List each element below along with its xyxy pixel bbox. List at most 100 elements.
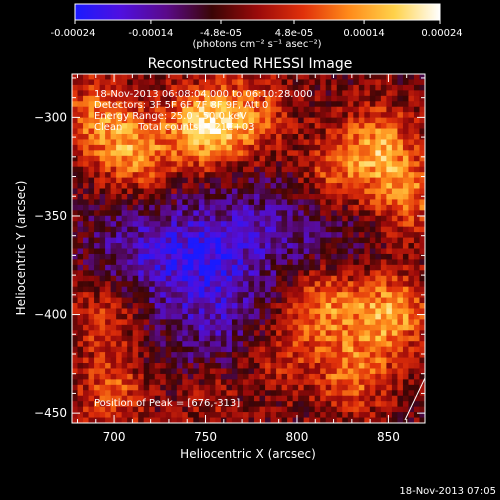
heatmap-cell — [220, 379, 227, 386]
heatmap-cell — [105, 95, 112, 102]
heatmap-cell — [292, 253, 299, 260]
heatmap-cell — [281, 341, 288, 348]
heatmap-cell — [413, 232, 420, 238]
heatmap-cell — [176, 243, 183, 249]
heatmap-cell — [364, 313, 371, 320]
heatmap-cell — [270, 117, 277, 124]
heatmap-cell — [303, 286, 310, 293]
heatmap-cell — [231, 330, 238, 337]
heatmap-cell — [353, 259, 360, 266]
heatmap-cell — [193, 117, 200, 124]
heatmap-cell — [303, 341, 310, 348]
heatmap-cell — [391, 303, 398, 309]
heatmap-cell — [198, 155, 205, 162]
heatmap-cell — [325, 363, 332, 369]
heatmap-cell — [99, 221, 106, 228]
heatmap-cell — [83, 117, 89, 124]
heatmap-cell — [331, 123, 338, 129]
heatmap-cell — [353, 417, 360, 424]
heatmap-cell — [176, 161, 183, 168]
heatmap-cell — [419, 253, 426, 260]
heatmap-cell — [77, 313, 84, 320]
heatmap-cell — [397, 406, 404, 413]
heatmap-cell — [182, 101, 189, 108]
heatmap-cell — [276, 183, 282, 189]
heatmap-cell — [99, 412, 106, 418]
heatmap-cell — [364, 199, 371, 206]
heatmap-cell — [364, 363, 371, 369]
heatmap-cell — [254, 319, 260, 326]
heatmap-cell — [105, 90, 112, 97]
heatmap-cell — [419, 84, 426, 91]
heatmap-cell — [171, 308, 178, 315]
heatmap-cell — [408, 395, 415, 402]
heatmap-cell — [358, 139, 365, 146]
heatmap-cell — [160, 183, 167, 189]
heatmap-cell — [347, 303, 354, 309]
heatmap-cell — [99, 193, 106, 200]
heatmap-cell — [292, 243, 299, 249]
heatmap-cell — [237, 183, 244, 189]
heatmap-cell — [176, 308, 183, 315]
heatmap-cell — [138, 84, 145, 91]
heatmap-cell — [309, 313, 316, 320]
heatmap-cell — [298, 226, 305, 233]
heatmap-cell — [364, 417, 371, 424]
heatmap-cell — [375, 253, 382, 260]
heatmap-cell — [226, 275, 233, 282]
heatmap-cell — [248, 286, 255, 293]
heatmap-cell — [231, 112, 238, 119]
heatmap-cell — [99, 177, 106, 184]
heatmap-cell — [94, 357, 100, 364]
heatmap-cell — [413, 221, 420, 228]
heatmap-cell — [187, 166, 194, 173]
heatmap-cell — [254, 188, 260, 195]
heatmap-cell — [369, 188, 376, 195]
heatmap-cell — [72, 215, 78, 222]
heatmap-cell — [270, 232, 277, 238]
colorbar-tick-label: 0.00014 — [343, 28, 384, 39]
heatmap-cell — [314, 106, 321, 113]
heatmap-cell — [265, 412, 271, 418]
heatmap-cell — [121, 161, 128, 168]
heatmap-cell — [320, 379, 327, 386]
heatmap-cell — [331, 221, 338, 228]
heatmap-cell — [143, 412, 150, 418]
heatmap-cell — [105, 117, 112, 124]
heatmap-cell — [254, 139, 260, 146]
heatmap-cell — [303, 308, 310, 315]
heatmap-cell — [226, 406, 233, 413]
heatmap-cell — [298, 74, 305, 80]
heatmap-cell — [171, 112, 178, 119]
heatmap-cell — [270, 286, 277, 293]
heatmap-cell — [182, 335, 189, 342]
heatmap-cell — [259, 363, 266, 369]
heatmap-cell — [77, 384, 84, 391]
heatmap-cell — [215, 101, 222, 108]
heatmap-cell — [320, 144, 327, 151]
heatmap-cell — [132, 379, 139, 386]
heatmap-cell — [375, 286, 382, 293]
heatmap-cell — [413, 161, 420, 168]
heatmap-cell — [187, 406, 194, 413]
heatmap-cell — [143, 204, 150, 211]
heatmap-cell — [110, 264, 117, 271]
heatmap-cell — [77, 210, 84, 217]
heatmap-cell — [138, 183, 145, 189]
heatmap-cell — [242, 281, 249, 288]
heatmap-cell — [331, 84, 338, 91]
heatmap-cell — [242, 363, 249, 369]
heatmap-cell — [270, 417, 277, 424]
heatmap-cell — [220, 352, 227, 358]
heatmap-cell — [143, 384, 150, 391]
heatmap-cell — [215, 352, 222, 358]
heatmap-cell — [143, 281, 150, 288]
heatmap-cell — [154, 79, 161, 86]
heatmap-cell — [303, 183, 310, 189]
heatmap-cell — [198, 199, 205, 206]
heatmap-cell — [94, 215, 100, 222]
heatmap-cell — [287, 161, 294, 168]
heatmap-cell — [121, 259, 128, 266]
heatmap-cell — [110, 79, 117, 86]
heatmap-cell — [143, 352, 150, 358]
